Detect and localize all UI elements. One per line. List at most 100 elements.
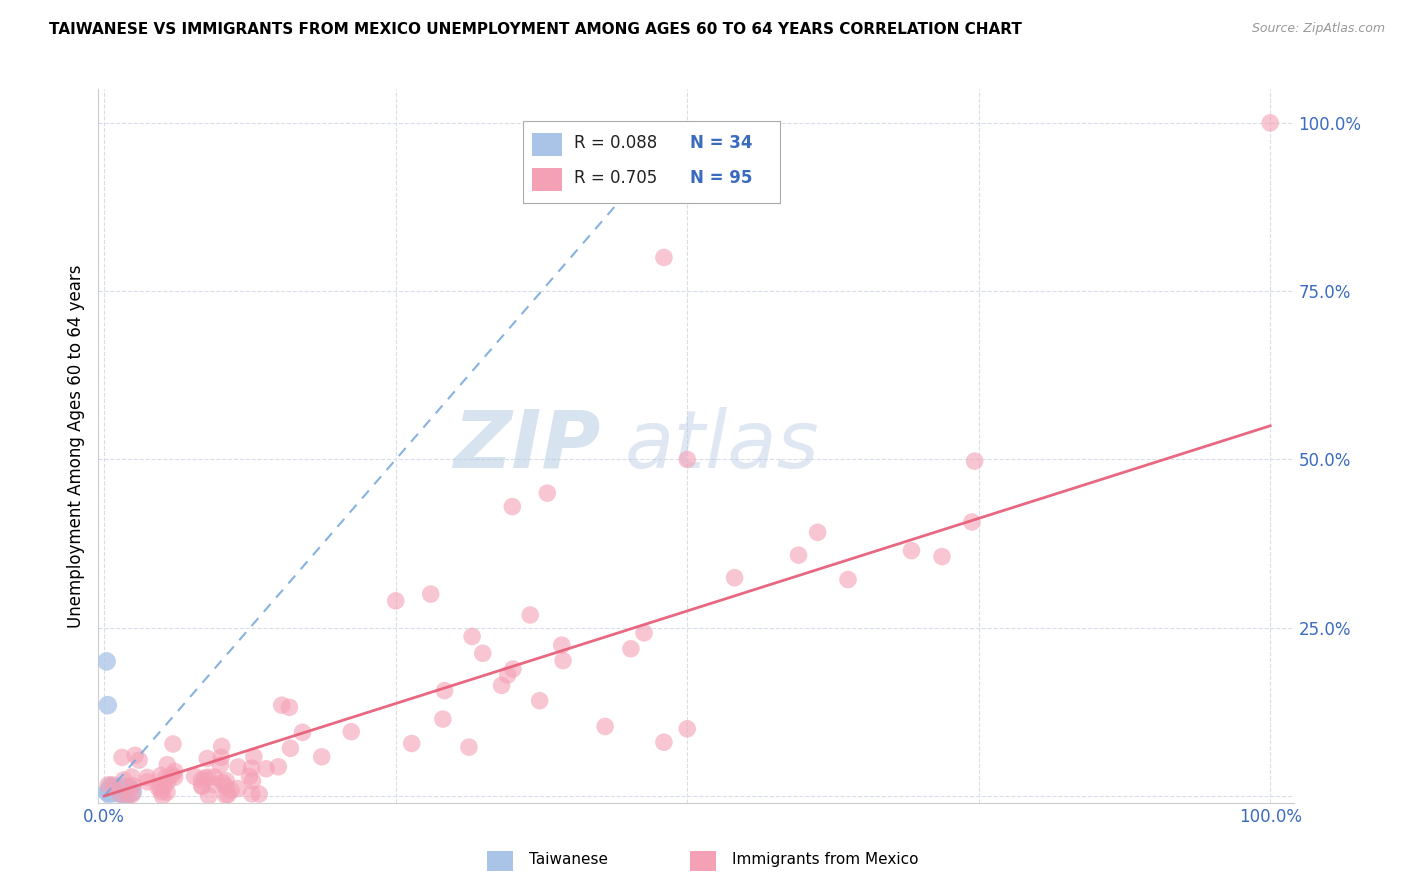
Point (108, 787, 131, 801)
Point (280, 741, 302, 756)
Point (103, 785, 125, 799)
Point (118, 780, 141, 795)
Point (960, 515, 983, 529)
FancyBboxPatch shape (486, 851, 513, 871)
Point (963, 454, 986, 468)
Point (97, 698, 120, 713)
Point (433, 683, 456, 698)
Point (195, 751, 218, 765)
Point (501, 500, 523, 514)
Point (97, 787, 120, 801)
Point (900, 543, 922, 558)
Text: N = 34: N = 34 (690, 134, 752, 152)
Point (115, 787, 138, 801)
Point (723, 571, 745, 585)
Point (291, 725, 314, 739)
Point (114, 780, 136, 794)
Point (652, 735, 675, 749)
Point (652, 251, 675, 265)
Point (519, 607, 541, 622)
Point (153, 780, 176, 794)
Point (254, 762, 277, 776)
Point (209, 758, 232, 772)
Point (112, 772, 135, 787)
Point (837, 573, 859, 587)
Point (114, 785, 136, 799)
Point (163, 764, 186, 779)
Point (96, 655, 118, 669)
Point (121, 788, 143, 802)
Text: atlas: atlas (624, 407, 820, 485)
Point (105, 784, 128, 798)
Point (202, 770, 225, 784)
Point (100, 785, 122, 799)
Point (114, 788, 136, 802)
Point (219, 783, 242, 797)
Point (105, 780, 128, 795)
Point (419, 587, 441, 601)
Point (96, 785, 118, 799)
Point (103, 786, 125, 800)
Point (156, 785, 179, 799)
Point (101, 778, 124, 792)
Point (104, 785, 127, 799)
Point (551, 654, 574, 668)
Point (496, 668, 519, 682)
Point (270, 698, 292, 713)
Point (491, 678, 513, 692)
Point (128, 753, 150, 767)
Y-axis label: Unemployment Among Ages 60 to 64 years: Unemployment Among Ages 60 to 64 years (66, 264, 84, 628)
Point (150, 785, 173, 799)
Point (103, 780, 125, 795)
Point (136, 771, 159, 785)
Point (267, 760, 290, 774)
Point (226, 781, 249, 796)
Point (117, 789, 139, 803)
Point (97, 786, 120, 800)
Point (247, 787, 270, 801)
Point (136, 774, 159, 789)
Point (191, 780, 214, 794)
Point (114, 788, 136, 802)
Point (156, 774, 179, 789)
Point (311, 749, 333, 764)
FancyBboxPatch shape (533, 169, 562, 191)
Point (112, 788, 135, 802)
Point (633, 625, 655, 640)
Point (110, 783, 132, 797)
Point (620, 641, 643, 656)
Point (111, 750, 134, 764)
Point (593, 719, 616, 733)
Point (114, 786, 136, 800)
Point (529, 694, 551, 708)
Point (98, 779, 121, 793)
Point (148, 780, 170, 795)
Point (114, 783, 136, 797)
Point (551, 638, 574, 652)
Text: N = 95: N = 95 (690, 169, 752, 187)
Point (105, 786, 128, 800)
Point (197, 789, 219, 803)
Point (214, 779, 236, 793)
Point (149, 768, 172, 782)
Point (217, 788, 239, 802)
Point (194, 771, 217, 785)
FancyBboxPatch shape (690, 851, 716, 871)
Text: Immigrants from Mexico: Immigrants from Mexico (733, 853, 918, 867)
Point (111, 783, 134, 797)
FancyBboxPatch shape (533, 133, 562, 155)
Text: Taiwanese: Taiwanese (529, 853, 607, 867)
Point (226, 760, 249, 774)
Point (149, 780, 172, 795)
Point (211, 739, 233, 754)
Point (122, 779, 145, 793)
Point (787, 548, 810, 562)
Point (215, 773, 238, 788)
Point (676, 452, 699, 467)
Point (163, 770, 186, 784)
Point (112, 784, 135, 798)
Point (104, 782, 127, 797)
Point (108, 780, 131, 794)
Point (340, 724, 363, 739)
Point (152, 789, 174, 803)
